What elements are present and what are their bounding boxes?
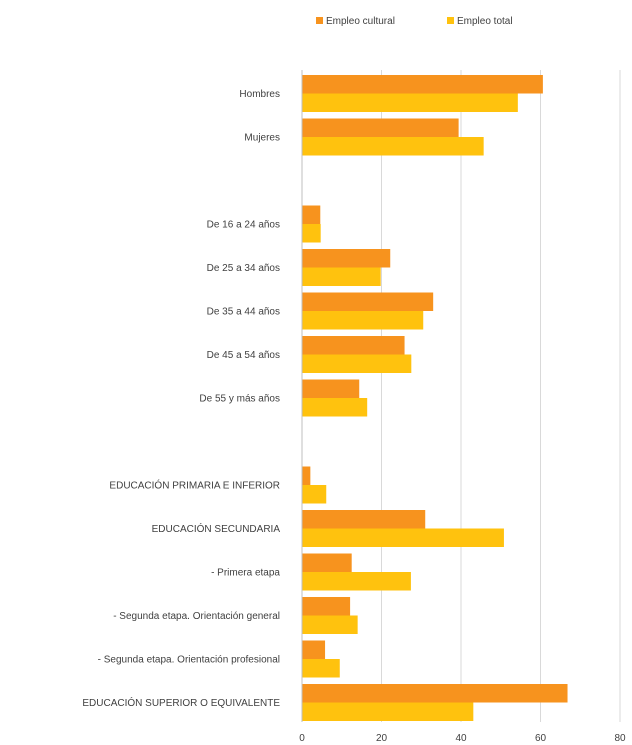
bar-empleo-total bbox=[302, 702, 474, 721]
bar-empleo-cultural bbox=[302, 597, 351, 616]
bar-empleo-total bbox=[302, 224, 321, 243]
bar-empleo-total bbox=[302, 659, 340, 678]
bar-empleo-cultural bbox=[302, 640, 326, 659]
legend-label: Empleo cultural bbox=[326, 16, 395, 27]
category-label: De 25 a 34 años bbox=[207, 263, 280, 274]
bar-empleo-total bbox=[302, 267, 381, 286]
category-label: - Segunda etapa. Orientación general bbox=[113, 611, 280, 622]
x-tick-labels: 0 20 40 60 80 bbox=[299, 733, 626, 744]
x-tick-label: 0 bbox=[299, 733, 305, 744]
bar-empleo-cultural bbox=[302, 684, 568, 703]
bar-empleo-total bbox=[302, 137, 484, 156]
bar-empleo-cultural bbox=[302, 205, 321, 224]
bar-empleo-cultural bbox=[302, 249, 391, 268]
bar-empleo-total bbox=[302, 572, 411, 591]
bar-empleo-cultural bbox=[302, 379, 360, 398]
category-labels: Hombres Mujeres De 16 a 24 años De 25 a 34 … bbox=[82, 89, 280, 709]
category-label: Mujeres bbox=[244, 133, 280, 144]
x-tick-label: 40 bbox=[455, 733, 467, 744]
category-label: EDUCACIÓN SUPERIOR O EQUIVALENTE bbox=[82, 696, 280, 709]
legend-swatch bbox=[447, 17, 454, 24]
legend-label: Empleo total bbox=[457, 16, 513, 27]
bar-empleo-total bbox=[302, 354, 412, 373]
category-label: Hombres bbox=[239, 89, 280, 100]
x-tick-label: 80 bbox=[614, 733, 626, 744]
bar-empleo-cultural bbox=[302, 466, 311, 485]
bar-empleo-cultural bbox=[302, 292, 434, 311]
category-label: - Primera etapa bbox=[211, 568, 280, 579]
bar-empleo-total bbox=[302, 93, 518, 112]
bar-empleo-total bbox=[302, 615, 358, 634]
bar-empleo-total bbox=[302, 311, 424, 330]
category-label: De 35 a 44 años bbox=[207, 307, 280, 318]
bar-empleo-cultural bbox=[302, 336, 405, 355]
bar-empleo-cultural bbox=[302, 553, 352, 572]
bars bbox=[302, 75, 568, 721]
bar-empleo-cultural bbox=[302, 510, 426, 529]
bar-empleo-total bbox=[302, 398, 368, 417]
gridlines bbox=[381, 70, 621, 722]
legend-swatch bbox=[316, 17, 323, 24]
category-label: De 45 a 54 años bbox=[207, 350, 280, 361]
x-tick-label: 60 bbox=[535, 733, 547, 744]
category-label: De 55 y más años bbox=[199, 394, 280, 405]
bar-empleo-total bbox=[302, 485, 327, 504]
bar-empleo-cultural bbox=[302, 118, 459, 137]
category-label: De 16 a 24 años bbox=[207, 220, 280, 231]
x-tick-label: 20 bbox=[376, 733, 388, 744]
bar-empleo-cultural bbox=[302, 75, 543, 94]
category-label: EDUCACIÓN SECUNDARIA bbox=[152, 522, 281, 535]
bar-empleo-total bbox=[302, 528, 504, 547]
legend: Empleo cultural Empleo total bbox=[316, 16, 513, 27]
category-label: - Segunda etapa. Orientación profesional bbox=[98, 655, 280, 666]
category-label: EDUCACIÓN PRIMARIA E INFERIOR bbox=[109, 479, 280, 492]
